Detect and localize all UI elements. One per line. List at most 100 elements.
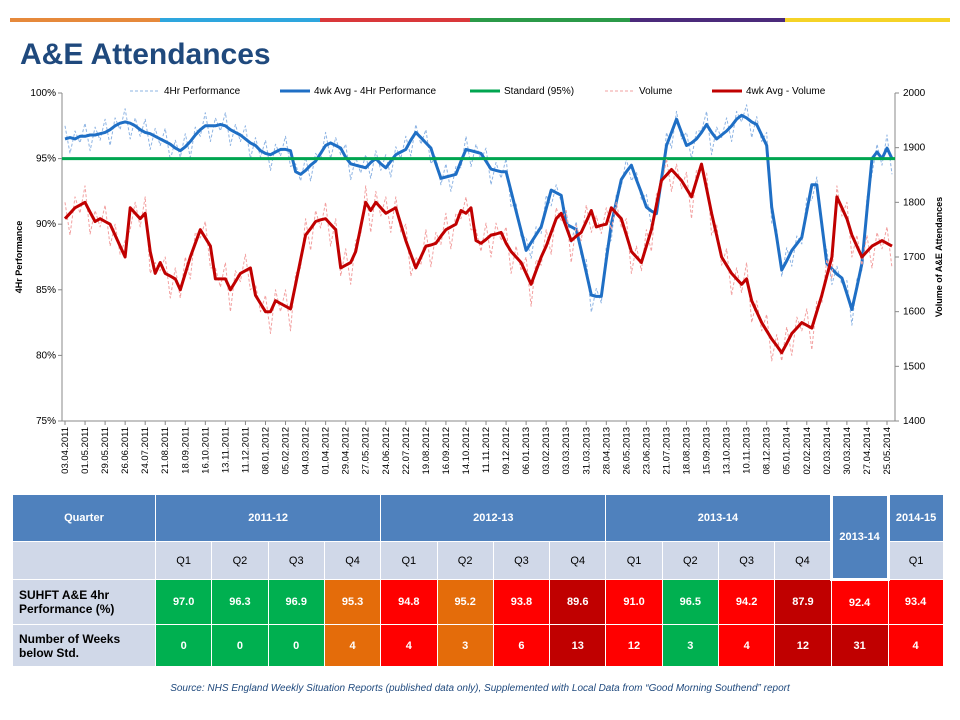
x-tick-label: 05.02.2012 [281,427,292,475]
value-cell: 0 [154,624,213,667]
value-cell: 94.8 [380,579,438,625]
value-cell: 92.4 [830,579,889,625]
series-line [63,162,893,355]
value-cell: 0 [267,624,325,667]
legend-label: 4Hr Performance [164,86,241,97]
y-tick-label: 75% [36,416,56,427]
quarter-cell: Q4 [549,541,607,580]
x-tick-label: 08.01.2012 [260,427,271,475]
quarter-cell: Q3 [267,541,325,580]
blank-cell [12,541,156,580]
value-cell: 31 [830,624,889,667]
stripe [10,18,160,22]
x-tick-label: 01.05.2011 [80,427,91,474]
x-tick-label: 25.05.2014 [882,427,893,475]
x-tick-label: 30.03.2014 [842,427,853,475]
x-tick-label: 22.07.2012 [401,427,412,475]
header-cell: 2014-15 [887,494,944,542]
y2-tick-label: 1400 [903,416,926,427]
legend-label: Volume [639,86,673,97]
quarter-cell: Q1 [605,541,663,580]
quarter-cell: Q3 [717,541,776,580]
stripe [785,18,950,22]
value-cell: 12 [605,624,663,667]
value-cell: 95.3 [323,579,382,625]
value-cell: 93.8 [492,579,551,625]
y2-tick-label: 1900 [903,143,926,154]
value-cell: 0 [211,624,269,667]
x-tick-label: 29.04.2012 [341,427,352,475]
y2-tick-label: 1600 [903,307,926,318]
y2-tick-label: 2000 [903,88,926,99]
x-tick-label: 28.04.2013 [601,427,612,475]
header-cell: 2013-14 [605,494,832,542]
data-row: SUHFT A&E 4hr Performance (%) 97.0 96.3 96.… [12,579,944,625]
value-cell: 91.0 [605,579,663,625]
x-tick-label: 18.08.2013 [682,427,693,475]
y2-tick-label: 1700 [903,252,926,263]
x-tick-label: 13.11.2011 [220,427,231,473]
value-cell: 6 [492,624,551,667]
x-tick-label: 29.05.2011 [100,427,111,474]
y2-axis-title: Volume of A&E Attendances [934,197,944,317]
header-cell: 2011-12 [154,494,382,542]
x-tick-label: 21.08.2011 [160,427,171,474]
value-cell: 4 [323,624,382,667]
x-tick-label: 11.12.2011 [240,427,251,473]
legend-label: 4wk Avg - 4Hr Performance [314,86,437,97]
stripe [470,18,630,22]
x-tick-label: 24.07.2011 [140,427,151,474]
series-line [64,104,893,326]
y-tick-label: 85% [36,285,56,296]
x-tick-label: 09.12.2012 [501,427,512,475]
value-cell: 89.6 [549,579,607,625]
quarter-cell: Q2 [661,541,719,580]
header-cell: 2013-14 [829,493,890,581]
x-tick-label: 16.09.2012 [441,427,452,475]
quarter-cell: Q4 [774,541,832,580]
x-tick-label: 02.02.2014 [802,427,813,475]
x-tick-label: 31.03.2013 [581,427,592,475]
y2-tick-label: 1500 [903,361,926,372]
x-tick-label: 06.01.2013 [521,427,532,475]
x-tick-label: 27.05.2012 [361,427,372,475]
x-tick-label: 18.09.2011 [180,427,191,474]
value-cell: 13 [549,624,607,667]
value-cell: 4 [887,624,944,667]
stripe [320,18,470,22]
x-tick-label: 19.08.2012 [421,427,432,475]
value-cell: 96.5 [661,579,719,625]
quarter-cell: Q1 [154,541,213,580]
y-tick-label: 100% [30,88,56,99]
source-note: Source: NHS England Weekly Situation Rep… [170,683,790,694]
row-label: SUHFT A&E 4hr Performance (%) [12,579,156,625]
y-axis-title: 4Hr Performance [14,221,24,294]
data-row: Number of Weeks below Std. 0 0 0 4 4 3 6 13 12 3 4 1… [12,624,944,667]
x-tick-label: 26.05.2013 [621,427,632,475]
value-cell: 12 [774,624,832,667]
chart-title: A&E Attendances [20,38,271,71]
x-tick-label: 16.10.2011 [200,427,211,474]
y-tick-label: 80% [36,350,56,361]
quarter-cell: Q2 [211,541,269,580]
x-tick-label: 08.12.2013 [762,427,773,475]
y2-tick-label: 1800 [903,197,926,208]
value-cell: 97.0 [154,579,213,625]
x-tick-label: 10.11.2013 [742,427,753,474]
x-tick-label: 26.06.2011 [120,427,131,474]
legend-label: Standard (95%) [504,86,574,97]
x-tick-label: 02.03.2014 [822,427,833,475]
y-tick-label: 95% [36,154,56,165]
value-cell: 96.3 [211,579,269,625]
header-row: Quarter 2011-12 2012-13 2013-14 2013-14 2014-… [12,493,944,581]
quarter-cell: Q1 [887,541,944,580]
value-cell: 4 [717,624,776,667]
x-tick-label: 15.09.2013 [702,427,713,475]
x-tick-label: 13.10.2013 [722,427,733,475]
quarter-cell: Q1 [380,541,438,580]
value-cell: 4 [380,624,438,667]
quarter-cell: Q4 [323,541,382,580]
header-cell: Quarter [12,494,156,542]
